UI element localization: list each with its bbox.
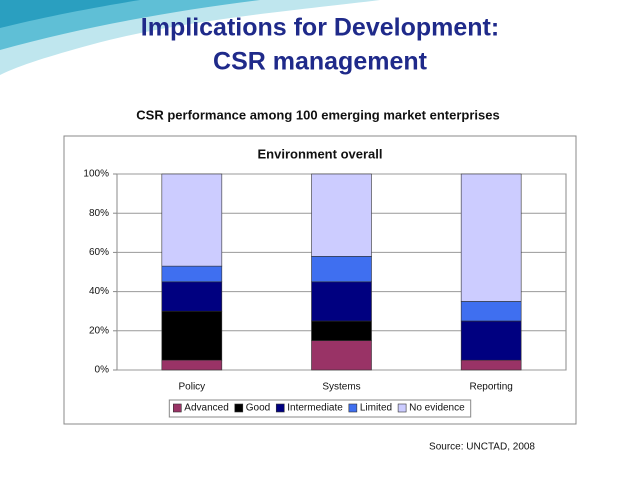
bar-segment (311, 340, 372, 371)
y-tick-label: 80% (89, 208, 109, 219)
bar-segment (161, 310, 223, 361)
wave (0, 0, 140, 28)
slide-title: Implications for Development: (141, 14, 499, 42)
bar-segment (311, 281, 372, 322)
x-tick-label: Systems (322, 382, 360, 393)
legend-label: Limited (360, 403, 392, 414)
bar-segment (311, 173, 372, 257)
chart-heading: CSR performance among 100 emerging marke… (136, 107, 499, 122)
legend-swatch (348, 403, 358, 413)
legend-swatch (234, 403, 244, 413)
legend-label: No evidence (409, 403, 465, 414)
legend-label: Advanced (184, 403, 228, 414)
bar-segment (460, 320, 522, 361)
bar-segment (161, 359, 223, 371)
legend-swatch (275, 403, 285, 413)
source: Source: UNCTAD, 2008 (429, 442, 535, 453)
slide-title: CSR management (213, 48, 428, 76)
legend-label: Intermediate (287, 403, 343, 414)
bar-segment (460, 173, 522, 302)
bar-segment (161, 265, 223, 283)
legend-label: Good (246, 403, 270, 414)
x-tick-label: Policy (178, 382, 205, 393)
legend-swatch (173, 403, 182, 413)
legend (168, 399, 472, 418)
y-tick-label: 60% (89, 247, 109, 258)
y-tick-label: 0% (95, 365, 110, 376)
chart-title: Environment overall (258, 146, 383, 161)
bar-segment (460, 301, 522, 322)
bar-segment (161, 281, 223, 312)
x-tick-label: Reporting (469, 382, 512, 393)
bar-segment (311, 256, 372, 283)
y-tick-label: 20% (89, 325, 109, 336)
bar-segment (460, 359, 522, 371)
bar-segment (311, 320, 372, 341)
bar-segment (161, 173, 223, 267)
y-tick-label: 100% (83, 169, 109, 180)
legend-swatch (397, 403, 407, 413)
y-tick-label: 40% (89, 286, 109, 297)
